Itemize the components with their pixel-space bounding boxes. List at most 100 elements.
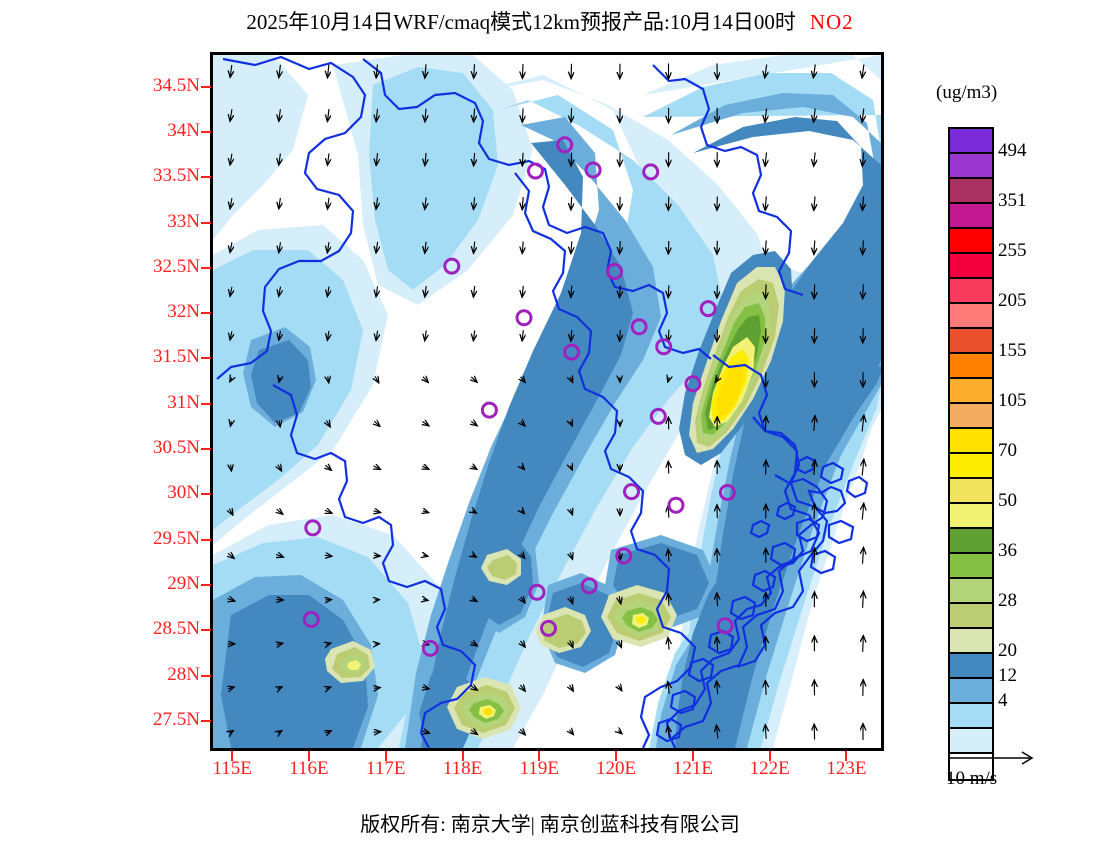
wind-vector-arrow	[472, 511, 476, 513]
wind-vector-arrow	[668, 682, 669, 694]
wind-vector-arrow	[328, 377, 329, 383]
colorbar-cell	[950, 404, 992, 429]
wind-vector-arrow	[279, 421, 280, 427]
wind-key-label: 10 m/s	[946, 768, 998, 789]
wind-vector-arrow	[668, 726, 670, 738]
wind-vector-arrow	[668, 240, 669, 254]
wind-vector-arrow	[374, 421, 380, 426]
wind-vector-arrow	[472, 555, 476, 557]
colorbar-units-label: (ug/m3)	[936, 82, 998, 103]
wind-vector-arrow	[374, 688, 380, 689]
y-axis-tick	[201, 266, 211, 269]
city-marker	[480, 401, 498, 419]
x-axis-label: 122E	[749, 758, 790, 779]
wind-vector-arrow	[521, 421, 525, 425]
wind-vector-arrow	[279, 377, 280, 382]
wind-vector-arrow	[571, 108, 572, 122]
wind-key-arrow-icon	[950, 751, 1034, 765]
wind-vector-arrow	[423, 377, 428, 383]
wind-vector-arrow	[474, 64, 475, 78]
wind-vector-arrow	[814, 504, 815, 520]
wind-vector-arrow	[422, 687, 429, 689]
wind-vector-arrow	[422, 466, 428, 469]
x-axis-label: 121E	[672, 758, 713, 779]
wind-vector-arrow	[328, 108, 330, 121]
colorbar-cell	[950, 479, 992, 504]
wind-vector-arrow	[765, 152, 766, 165]
wind-vector-arrow	[376, 330, 378, 340]
y-axis-tick	[201, 357, 211, 360]
wind-vector-arrow	[571, 466, 573, 470]
wind-vector-arrow	[425, 64, 426, 77]
x-axis-label: 118E	[442, 758, 483, 779]
wind-vector-arrow	[717, 726, 718, 739]
colorbar-cell	[950, 154, 992, 179]
y-axis-label: 29.5N	[153, 527, 200, 549]
wind-vector-arrow	[279, 197, 281, 209]
x-axis-tick	[384, 751, 387, 761]
wind-vector-arrow	[327, 330, 329, 340]
y-axis-label: 33.5N	[153, 165, 200, 187]
colorbar-cell	[950, 254, 992, 279]
wind-vector-arrow	[229, 731, 233, 733]
wind-vector-arrow	[325, 555, 332, 556]
wind-vector-arrow	[376, 241, 378, 253]
y-axis-tick	[201, 131, 211, 133]
wind-vector-arrow	[814, 196, 815, 210]
wind-vector-arrow	[422, 422, 428, 426]
hotspot-west-small	[325, 641, 375, 683]
city-marker	[684, 375, 702, 393]
colorbar-tick-label: 50	[998, 490, 1017, 511]
wind-vector-arrow	[618, 685, 621, 690]
wind-vector-arrow	[765, 196, 766, 210]
wind-vector-arrow	[425, 330, 426, 341]
wind-vector-arrow	[373, 732, 380, 733]
colorbar-cell	[950, 729, 992, 754]
y-axis-tick	[201, 176, 211, 179]
y-axis-tick	[201, 312, 211, 315]
wind-vector-arrow	[863, 636, 864, 652]
wind-vector-arrow	[620, 329, 621, 341]
colorbar-cell	[950, 504, 992, 529]
wind-vector-arrow	[521, 597, 525, 603]
wind-vector-arrow	[230, 242, 232, 252]
wind-vector-arrow	[619, 595, 621, 603]
wind-vector-arrow	[862, 108, 864, 122]
wind-vector-arrow	[376, 197, 378, 209]
y-axis-label: 27.5N	[153, 708, 200, 730]
wind-vector-arrow	[230, 109, 232, 121]
wind-vector-arrow	[275, 554, 283, 557]
wind-vector-arrow	[862, 152, 863, 165]
wind-vector-arrow	[230, 378, 232, 382]
y-axis-tick	[201, 719, 211, 722]
y-axis-label: 30N	[167, 482, 200, 504]
wind-vector-arrow	[421, 731, 429, 733]
wind-vector-arrow	[814, 240, 815, 254]
wind-vector-arrow	[814, 548, 815, 564]
map-plot-area	[210, 52, 884, 751]
wind-vector-arrow	[471, 422, 477, 426]
y-axis-label: 34.5N	[153, 74, 200, 96]
colorbar-cell	[950, 229, 992, 254]
colorbar-tick-label: 494	[998, 140, 1027, 161]
city-marker	[302, 610, 320, 628]
x-axis-tick	[691, 751, 694, 761]
wind-vector-arrow	[570, 640, 573, 647]
colorbar-tick-label: 28	[998, 590, 1017, 611]
colorbar-cell	[950, 679, 992, 704]
wind-vector-arrow	[228, 553, 234, 558]
wind-vector-arrow	[862, 460, 864, 476]
colorbar-cell	[950, 554, 992, 579]
colorbar-tick-label: 255	[998, 240, 1027, 261]
city-marker	[556, 136, 574, 154]
wind-vector-arrow	[570, 553, 572, 560]
colorbar-cell	[950, 604, 992, 629]
wind-vector-arrow	[374, 511, 381, 513]
wind-vector-arrow	[863, 240, 864, 254]
wind-vector-arrow	[814, 460, 815, 476]
wind-vector-arrow	[862, 416, 864, 432]
wind-vector-arrow	[521, 553, 525, 558]
wind-vector-arrow	[571, 329, 572, 341]
wind-vector-arrow	[863, 548, 864, 564]
x-axis-label: 117E	[366, 758, 406, 779]
